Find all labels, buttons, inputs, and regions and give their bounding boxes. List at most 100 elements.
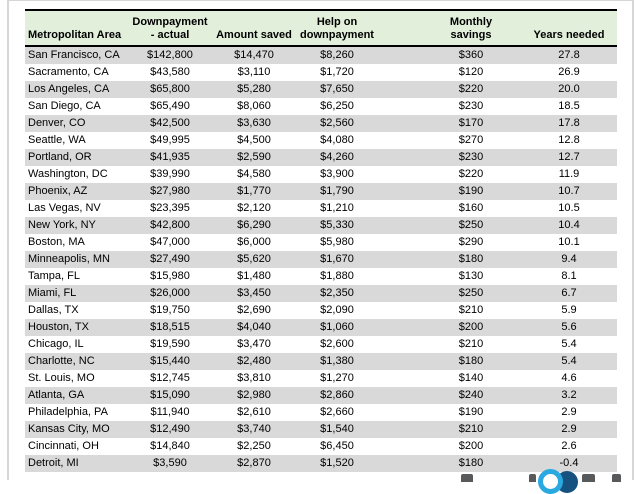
table-cell: $2,560	[298, 115, 376, 132]
table-row: Miami, FL $26,000 $3,450 $2,350 $250 6.7	[25, 285, 617, 302]
table-cell: 12.8	[521, 132, 617, 149]
table-cell: $5,280	[210, 81, 298, 98]
table-cell: Tampa, FL	[25, 268, 130, 285]
table-cell: $7,650	[298, 81, 376, 98]
table-cell: 8.1	[521, 268, 617, 285]
spacer-cell	[376, 455, 421, 472]
spacer-cell	[376, 46, 421, 64]
table-cell: -0.4	[521, 455, 617, 472]
table-row: San Francisco, CA $142,800 $14,470 $8,260 $3…	[25, 46, 617, 64]
spacer-cell	[376, 421, 421, 438]
table-cell: $220	[421, 81, 521, 98]
logo-letter-fragment	[582, 474, 595, 482]
frame-top-border	[7, 0, 634, 1]
table-cell: $1,060	[298, 319, 376, 336]
header-spacer-cell	[376, 9, 421, 47]
table-cell: $1,540	[298, 421, 376, 438]
table-cell: $4,040	[210, 319, 298, 336]
table-cell: $6,250	[298, 98, 376, 115]
table-cell: $12,490	[130, 421, 210, 438]
table-cell: $160	[421, 200, 521, 217]
table-cell: $2,590	[210, 149, 298, 166]
table-cell: $2,690	[210, 302, 298, 319]
table-cell: 11.9	[521, 166, 617, 183]
spacer-cell	[376, 166, 421, 183]
spacer-cell	[376, 200, 421, 217]
logo-ring-icon	[538, 469, 563, 494]
table-cell: $2,870	[210, 455, 298, 472]
table-cell: $2,250	[210, 438, 298, 455]
logo-letter-fragment	[461, 474, 473, 482]
table-cell: 18.5	[521, 98, 617, 115]
table-cell: Boston, MA	[25, 234, 130, 251]
spacer-cell	[376, 319, 421, 336]
table-cell: $42,500	[130, 115, 210, 132]
table-cell: 2.9	[521, 421, 617, 438]
table-cell: $140	[421, 370, 521, 387]
table-cell: $180	[421, 353, 521, 370]
table-cell: $49,995	[130, 132, 210, 149]
table-cell: $3,900	[298, 166, 376, 183]
table-cell: Phoenix, AZ	[25, 183, 130, 200]
table-cell: 2.6	[521, 438, 617, 455]
table-cell: $19,750	[130, 302, 210, 319]
table-cell: 9.4	[521, 251, 617, 268]
table-cell: $6,450	[298, 438, 376, 455]
table-row: Houston, TX $18,515 $4,040 $1,060 $200 5.6	[25, 319, 617, 336]
table-cell: $1,480	[210, 268, 298, 285]
table-cell: $15,090	[130, 387, 210, 404]
table-cell: 10.5	[521, 200, 617, 217]
frame-right-border	[632, 0, 634, 480]
downpayment-table: Metropolitan Area Downpayment - actual A…	[25, 9, 617, 472]
table-cell: Charlotte, NC	[25, 353, 130, 370]
table-cell: 5.6	[521, 319, 617, 336]
spacer-cell	[376, 404, 421, 421]
table-cell: 5.4	[521, 336, 617, 353]
table-cell: $3,630	[210, 115, 298, 132]
table-cell: 26.9	[521, 64, 617, 81]
table-cell: $14,470	[210, 46, 298, 64]
table-cell: $1,210	[298, 200, 376, 217]
table-cell: $15,440	[130, 353, 210, 370]
table-cell: $6,290	[210, 217, 298, 234]
table-cell: $65,800	[130, 81, 210, 98]
table-cell: $12,745	[130, 370, 210, 387]
spacer-cell	[376, 234, 421, 251]
table-cell: $1,770	[210, 183, 298, 200]
table-cell: $2,350	[298, 285, 376, 302]
table-cell: $42,800	[130, 217, 210, 234]
table-row: Cincinnati, OH $14,840 $2,250 $6,450 $200 2.6	[25, 438, 617, 455]
table-cell: Chicago, IL	[25, 336, 130, 353]
table-row: Denver, CO $42,500 $3,630 $2,560 $170 17.8	[25, 115, 617, 132]
table-row: Atlanta, GA $15,090 $2,980 $2,860 $240 3.2	[25, 387, 617, 404]
table-cell: $18,515	[130, 319, 210, 336]
table-cell: $200	[421, 319, 521, 336]
table-cell: $1,380	[298, 353, 376, 370]
spacer-cell	[376, 251, 421, 268]
table-cell: $3,810	[210, 370, 298, 387]
table-cell: $27,490	[130, 251, 210, 268]
table-cell: $47,000	[130, 234, 210, 251]
table-cell: 6.7	[521, 285, 617, 302]
table-cell: $2,660	[298, 404, 376, 421]
table-cell: $19,590	[130, 336, 210, 353]
spacer-cell	[376, 115, 421, 132]
spacer-cell	[376, 98, 421, 115]
table-cell: $23,395	[130, 200, 210, 217]
table-cell: Los Angeles, CA	[25, 81, 130, 98]
table-row: Sacramento, CA $43,580 $3,110 $1,720 $120 26.…	[25, 64, 617, 81]
table-cell: 5.4	[521, 353, 617, 370]
table-cell: $1,720	[298, 64, 376, 81]
table-cell: $39,990	[130, 166, 210, 183]
table-cell: $220	[421, 166, 521, 183]
spacer-cell	[376, 285, 421, 302]
downpayment-table-container: Metropolitan Area Downpayment - actual A…	[25, 9, 617, 472]
table-cell: 10.4	[521, 217, 617, 234]
table-cell: Portland, OR	[25, 149, 130, 166]
table-row: Kansas City, MO $12,490 $3,740 $1,540 $210 2.…	[25, 421, 617, 438]
column-header-metropolitan-area: Metropolitan Area	[25, 9, 130, 47]
table-cell: $270	[421, 132, 521, 149]
table-cell: New York, NY	[25, 217, 130, 234]
table-cell: $190	[421, 183, 521, 200]
table-cell: 2.9	[521, 404, 617, 421]
